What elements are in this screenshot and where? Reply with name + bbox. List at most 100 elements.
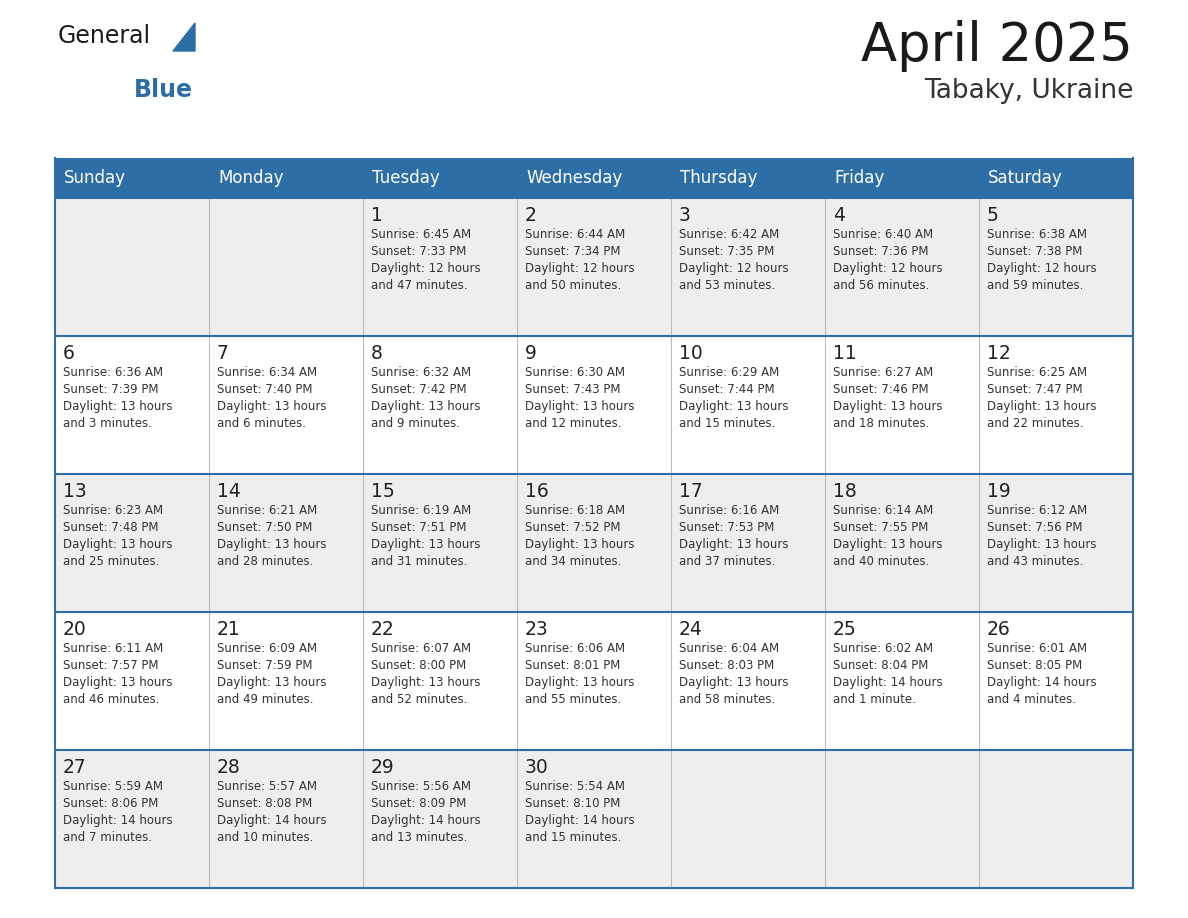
Text: Daylight: 13 hours: Daylight: 13 hours bbox=[525, 538, 634, 551]
Text: Daylight: 13 hours: Daylight: 13 hours bbox=[525, 400, 634, 413]
Text: Daylight: 13 hours: Daylight: 13 hours bbox=[371, 538, 480, 551]
Text: Sunrise: 6:04 AM: Sunrise: 6:04 AM bbox=[680, 642, 779, 655]
Bar bbox=[209, 750, 364, 888]
Text: and 49 minutes.: and 49 minutes. bbox=[217, 693, 314, 706]
Text: Blue: Blue bbox=[134, 78, 192, 102]
Bar bbox=[824, 474, 979, 612]
Text: Daylight: 13 hours: Daylight: 13 hours bbox=[525, 676, 634, 689]
Bar bbox=[979, 612, 1133, 750]
Text: Sunrise: 6:07 AM: Sunrise: 6:07 AM bbox=[371, 642, 472, 655]
Bar bbox=[824, 198, 979, 336]
Text: Daylight: 13 hours: Daylight: 13 hours bbox=[987, 538, 1097, 551]
Bar bbox=[364, 336, 517, 474]
Text: Sunrise: 6:23 AM: Sunrise: 6:23 AM bbox=[63, 504, 163, 517]
Text: 6: 6 bbox=[63, 344, 75, 363]
Bar bbox=[55, 336, 209, 474]
Text: Daylight: 13 hours: Daylight: 13 hours bbox=[833, 400, 942, 413]
Bar bbox=[517, 612, 671, 750]
Text: Sunset: 8:09 PM: Sunset: 8:09 PM bbox=[371, 797, 467, 810]
Text: and 1 minute.: and 1 minute. bbox=[833, 693, 916, 706]
Text: Daylight: 12 hours: Daylight: 12 hours bbox=[833, 262, 942, 275]
Text: 30: 30 bbox=[525, 758, 549, 777]
Text: Sunrise: 6:02 AM: Sunrise: 6:02 AM bbox=[833, 642, 933, 655]
Text: Sunset: 8:08 PM: Sunset: 8:08 PM bbox=[217, 797, 312, 810]
Text: Daylight: 14 hours: Daylight: 14 hours bbox=[63, 814, 172, 827]
Text: Tuesday: Tuesday bbox=[372, 169, 440, 187]
Text: 28: 28 bbox=[217, 758, 241, 777]
Bar bbox=[517, 750, 671, 888]
Text: Sunset: 8:06 PM: Sunset: 8:06 PM bbox=[63, 797, 158, 810]
Text: Daylight: 12 hours: Daylight: 12 hours bbox=[525, 262, 634, 275]
Text: Sunset: 7:56 PM: Sunset: 7:56 PM bbox=[987, 521, 1082, 534]
Bar bbox=[671, 750, 824, 888]
Text: 1: 1 bbox=[371, 206, 383, 225]
Text: and 58 minutes.: and 58 minutes. bbox=[680, 693, 776, 706]
Text: Sunrise: 6:16 AM: Sunrise: 6:16 AM bbox=[680, 504, 779, 517]
Text: Daylight: 14 hours: Daylight: 14 hours bbox=[217, 814, 327, 827]
Text: and 40 minutes.: and 40 minutes. bbox=[833, 555, 929, 568]
Bar bbox=[824, 612, 979, 750]
Text: Daylight: 13 hours: Daylight: 13 hours bbox=[680, 538, 789, 551]
Bar bbox=[364, 612, 517, 750]
Text: Sunrise: 6:44 AM: Sunrise: 6:44 AM bbox=[525, 228, 625, 241]
Text: Sunset: 7:48 PM: Sunset: 7:48 PM bbox=[63, 521, 158, 534]
Text: Sunrise: 6:11 AM: Sunrise: 6:11 AM bbox=[63, 642, 163, 655]
Text: Sunset: 8:10 PM: Sunset: 8:10 PM bbox=[525, 797, 620, 810]
Bar bbox=[671, 158, 824, 198]
Text: Sunset: 7:39 PM: Sunset: 7:39 PM bbox=[63, 383, 158, 396]
Bar bbox=[209, 474, 364, 612]
Text: Sunrise: 6:01 AM: Sunrise: 6:01 AM bbox=[987, 642, 1087, 655]
Text: Sunday: Sunday bbox=[64, 169, 126, 187]
Text: Tabaky, Ukraine: Tabaky, Ukraine bbox=[923, 78, 1133, 104]
Text: and 13 minutes.: and 13 minutes. bbox=[371, 831, 467, 844]
Text: Daylight: 12 hours: Daylight: 12 hours bbox=[987, 262, 1097, 275]
Text: Sunrise: 6:42 AM: Sunrise: 6:42 AM bbox=[680, 228, 779, 241]
Bar bbox=[979, 198, 1133, 336]
Bar bbox=[517, 158, 671, 198]
Text: Sunrise: 6:34 AM: Sunrise: 6:34 AM bbox=[217, 366, 317, 379]
Text: Daylight: 14 hours: Daylight: 14 hours bbox=[371, 814, 481, 827]
Text: Sunset: 7:38 PM: Sunset: 7:38 PM bbox=[987, 245, 1082, 258]
Text: 8: 8 bbox=[371, 344, 383, 363]
Bar bbox=[671, 474, 824, 612]
Text: Sunset: 7:35 PM: Sunset: 7:35 PM bbox=[680, 245, 775, 258]
Text: Sunrise: 6:45 AM: Sunrise: 6:45 AM bbox=[371, 228, 472, 241]
Bar bbox=[209, 158, 364, 198]
Text: Daylight: 13 hours: Daylight: 13 hours bbox=[680, 676, 789, 689]
Text: Friday: Friday bbox=[834, 169, 884, 187]
Text: 29: 29 bbox=[371, 758, 394, 777]
Text: 21: 21 bbox=[217, 620, 241, 639]
Text: Sunrise: 6:30 AM: Sunrise: 6:30 AM bbox=[525, 366, 625, 379]
Bar bbox=[55, 158, 209, 198]
Text: Sunset: 7:40 PM: Sunset: 7:40 PM bbox=[217, 383, 312, 396]
Text: Sunset: 7:43 PM: Sunset: 7:43 PM bbox=[525, 383, 620, 396]
Text: Sunrise: 6:18 AM: Sunrise: 6:18 AM bbox=[525, 504, 625, 517]
Text: Daylight: 13 hours: Daylight: 13 hours bbox=[217, 676, 327, 689]
Text: Daylight: 13 hours: Daylight: 13 hours bbox=[63, 538, 172, 551]
Text: 22: 22 bbox=[371, 620, 394, 639]
Text: Daylight: 13 hours: Daylight: 13 hours bbox=[217, 400, 327, 413]
Text: Monday: Monday bbox=[219, 169, 284, 187]
Text: Daylight: 13 hours: Daylight: 13 hours bbox=[63, 400, 172, 413]
Text: and 18 minutes.: and 18 minutes. bbox=[833, 417, 929, 430]
Text: 12: 12 bbox=[987, 344, 1011, 363]
Text: 20: 20 bbox=[63, 620, 87, 639]
Text: 27: 27 bbox=[63, 758, 87, 777]
Bar bbox=[671, 198, 824, 336]
Text: 10: 10 bbox=[680, 344, 703, 363]
Text: 9: 9 bbox=[525, 344, 537, 363]
Text: Daylight: 13 hours: Daylight: 13 hours bbox=[371, 676, 480, 689]
Text: and 47 minutes.: and 47 minutes. bbox=[371, 279, 468, 292]
Text: Sunrise: 6:21 AM: Sunrise: 6:21 AM bbox=[217, 504, 317, 517]
Text: Sunrise: 5:54 AM: Sunrise: 5:54 AM bbox=[525, 780, 625, 793]
Text: Sunrise: 6:09 AM: Sunrise: 6:09 AM bbox=[217, 642, 317, 655]
Text: Sunrise: 5:56 AM: Sunrise: 5:56 AM bbox=[371, 780, 470, 793]
Text: 15: 15 bbox=[371, 482, 394, 501]
Text: Daylight: 12 hours: Daylight: 12 hours bbox=[371, 262, 481, 275]
Bar bbox=[517, 474, 671, 612]
Text: Daylight: 13 hours: Daylight: 13 hours bbox=[63, 676, 172, 689]
Bar bbox=[209, 198, 364, 336]
Bar bbox=[517, 198, 671, 336]
Bar bbox=[55, 612, 209, 750]
Bar bbox=[517, 336, 671, 474]
